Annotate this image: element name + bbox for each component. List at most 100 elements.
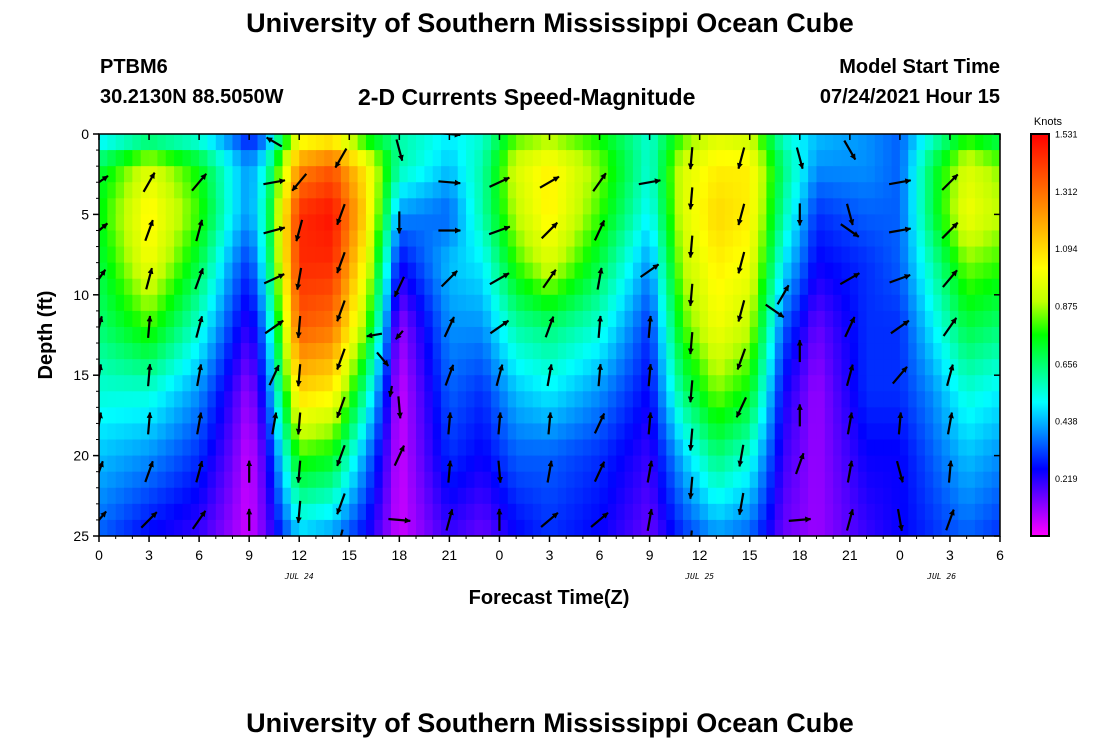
- heatmap-cell: [566, 439, 576, 457]
- heatmap-cell: [374, 503, 384, 521]
- heatmap-cell: [724, 326, 734, 344]
- heatmap-cell: [682, 278, 692, 296]
- heatmap-cell: [958, 182, 968, 199]
- heatmap-cell: [949, 230, 959, 248]
- heatmap-cell: [424, 230, 434, 248]
- heatmap-cell: [365, 519, 375, 536]
- heatmap-cell: [249, 166, 259, 183]
- heatmap-cell: [582, 375, 592, 392]
- heatmap-cell: [958, 262, 968, 280]
- heatmap-cell: [758, 407, 767, 425]
- heatmap-cell: [174, 134, 184, 151]
- heatmap-cell: [774, 375, 784, 392]
- heatmap-cell: [491, 359, 501, 376]
- heatmap-cell: [607, 471, 617, 489]
- current-vector-arrow: [593, 220, 606, 241]
- heatmap-cell: [941, 198, 951, 215]
- heatmap-cell: [657, 246, 667, 264]
- heatmap-cell: [632, 407, 642, 425]
- heatmap-cell: [582, 134, 592, 151]
- heatmap-cell: [107, 230, 117, 248]
- heatmap-cell: [332, 182, 342, 199]
- heatmap-cell: [816, 423, 826, 441]
- heatmap-cell: [299, 326, 309, 344]
- heatmap-cell: [582, 503, 592, 521]
- heatmap-cell: [566, 503, 576, 521]
- heatmap-cell: [958, 359, 968, 376]
- heatmap-cell: [507, 391, 517, 408]
- heatmap-cell: [783, 294, 793, 312]
- heatmap-cell: [132, 423, 142, 441]
- heatmap-cell: [99, 375, 108, 392]
- heatmap-cell: [924, 134, 934, 151]
- heatmap-cell: [507, 310, 517, 328]
- heatmap-cell: [466, 166, 476, 183]
- heatmap-cell: [791, 262, 801, 280]
- heatmap-cell: [808, 198, 818, 215]
- heatmap-cell: [532, 359, 542, 376]
- current-vector-arrow: [687, 428, 694, 451]
- heatmap-cell: [365, 214, 375, 232]
- current-vector-arrow: [196, 412, 204, 435]
- heatmap-cell: [432, 166, 442, 183]
- heatmap-cell: [916, 455, 926, 473]
- heatmap-cell: [708, 503, 717, 521]
- heatmap-cell: [766, 214, 776, 232]
- heatmap-cell: [299, 343, 309, 360]
- heatmap-cell: [624, 294, 634, 312]
- heatmap-cell: [290, 407, 300, 425]
- heatmap-cell: [249, 423, 259, 441]
- heatmap-cell: [332, 246, 342, 264]
- heatmap-cell: [874, 214, 884, 232]
- heatmap-cell: [933, 262, 943, 280]
- heatmap-cell: [666, 166, 676, 183]
- heatmap-cell: [983, 519, 993, 536]
- heatmap-cell: [841, 310, 851, 328]
- heatmap-cell: [532, 503, 542, 521]
- heatmap-cell: [541, 246, 551, 264]
- heatmap-cell: [416, 359, 425, 376]
- heatmap-cell: [507, 294, 517, 312]
- heatmap-cell: [224, 134, 234, 151]
- heatmap-cell: [249, 519, 259, 536]
- heatmap-cell: [149, 487, 158, 505]
- heatmap-cell: [708, 166, 717, 183]
- heatmap-cell: [274, 326, 284, 344]
- heatmap-cell: [657, 262, 667, 280]
- heatmap-cell: [841, 246, 851, 264]
- current-vector-arrow: [144, 219, 154, 242]
- heatmap-cell: [365, 455, 375, 473]
- heatmap-cell: [816, 455, 826, 473]
- heatmap-cell: [991, 294, 1000, 312]
- heatmap-cell: [349, 198, 359, 215]
- heatmap-cell: [808, 294, 818, 312]
- heatmap-cell: [674, 375, 684, 392]
- heatmap-cell: [891, 262, 901, 280]
- heatmap-cell: [908, 278, 918, 296]
- heatmap-cell: [257, 423, 267, 441]
- heatmap-cell: [582, 262, 592, 280]
- heatmap-cell: [891, 503, 901, 521]
- heatmap-cell: [632, 391, 642, 408]
- heatmap-cell: [140, 214, 150, 232]
- heatmap-cell: [165, 326, 175, 344]
- heatmap-cell: [958, 391, 968, 408]
- current-vector-arrow: [945, 509, 955, 531]
- current-vector-arrow: [438, 179, 461, 186]
- heatmap-cell: [591, 407, 601, 425]
- heatmap-cell: [165, 182, 175, 199]
- heatmap-cell: [799, 503, 809, 521]
- heatmap-cell: [340, 375, 350, 392]
- heatmap-cell: [632, 471, 642, 489]
- heatmap-cell: [224, 343, 234, 360]
- heatmap-cell: [549, 278, 559, 296]
- heatmap-cell: [132, 375, 142, 392]
- x-tick-label: 0: [896, 547, 904, 563]
- heatmap-cell: [991, 150, 1000, 167]
- heatmap-cell: [274, 230, 284, 248]
- heatmap-cell: [991, 471, 1000, 489]
- heatmap-cell: [674, 455, 684, 473]
- heatmap-cell: [616, 326, 626, 344]
- heatmap-cell: [657, 375, 667, 392]
- heatmap-cell: [866, 487, 876, 505]
